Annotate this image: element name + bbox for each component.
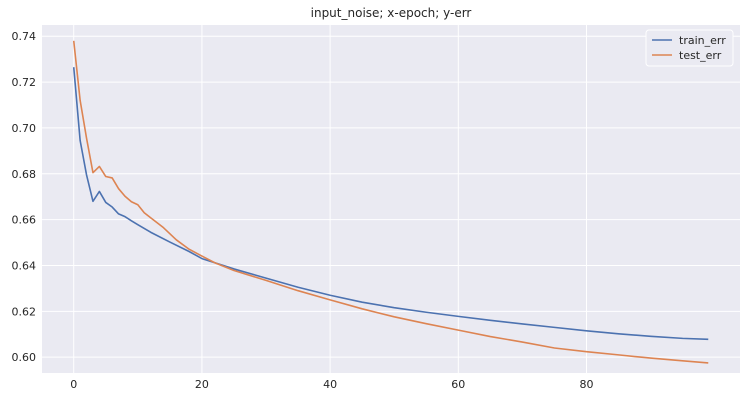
legend-label-test-err: test_err — [679, 49, 722, 62]
legend-label-train-err: train_err — [679, 34, 726, 47]
y-tick-label: 0.64 — [12, 259, 37, 272]
x-tick-label: 60 — [451, 378, 465, 391]
x-tick-label: 40 — [323, 378, 337, 391]
series-line-train-err — [72, 67, 709, 341]
series-line-test-err — [72, 40, 709, 364]
y-tick-label: 0.74 — [12, 30, 37, 43]
chart-title: input_noise; x-epoch; y-err — [311, 6, 472, 20]
y-tick-label: 0.60 — [12, 351, 37, 364]
y-axis: 0.60 0.62 0.64 0.66 0.68 0.70 0.72 0.74 — [12, 30, 37, 364]
y-tick-label: 0.66 — [12, 214, 37, 227]
plot-area — [42, 25, 740, 373]
y-tick-label: 0.68 — [12, 168, 37, 181]
x-tick-label: 20 — [195, 378, 209, 391]
y-tick-label: 0.72 — [12, 76, 37, 89]
x-tick-label: 80 — [579, 378, 593, 391]
grid — [42, 25, 740, 373]
y-tick-label: 0.62 — [12, 305, 37, 318]
y-tick-label: 0.70 — [12, 122, 37, 135]
series-layer — [72, 40, 709, 364]
legend-box — [645, 29, 734, 67]
legend: train_err test_err — [645, 29, 734, 67]
x-tick-label: 0 — [70, 378, 77, 391]
x-axis: 0 20 40 60 80 — [70, 378, 593, 391]
